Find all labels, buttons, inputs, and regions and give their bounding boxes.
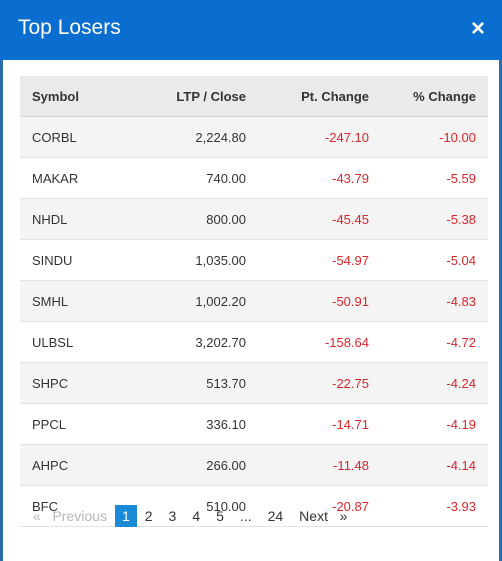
page-button-4[interactable]: 4	[192, 508, 201, 524]
pct-change-cell: -5.59	[370, 157, 488, 199]
ltp-cell: 336.10	[143, 403, 246, 445]
table-row[interactable]: PPCL 336.10 -14.71 -4.19	[20, 403, 488, 445]
pt-change-cell: -158.64	[246, 321, 370, 363]
ltp-cell: 2,224.80	[143, 116, 246, 158]
pct-change-cell: -3.93	[370, 485, 488, 527]
column-header-pct-change[interactable]: % Change	[370, 76, 488, 117]
pct-change-cell: -4.19	[370, 403, 488, 445]
losers-table: Symbol LTP / Close Pt. Change % Change C…	[20, 76, 488, 527]
next-page-button[interactable]: Next »	[291, 505, 355, 527]
pt-change-cell: -247.10	[246, 116, 370, 158]
table-row[interactable]: MAKAR 740.00 -43.79 -5.59	[20, 157, 488, 199]
table-row[interactable]: BFC 510.00 -20.87 -3.93	[20, 485, 488, 527]
symbol-cell[interactable]: NHDL	[20, 198, 143, 240]
pagination-ellipsis: ...	[239, 508, 252, 524]
pt-change-cell: -50.91	[246, 280, 370, 322]
column-header-symbol[interactable]: Symbol	[20, 76, 143, 117]
previous-label: Previous	[52, 508, 107, 524]
next-label: Next	[299, 508, 328, 524]
page-button-2[interactable]: 2	[144, 508, 153, 524]
pagination: « Previous 1 2 3 4 5 ... 24 Next »	[25, 505, 355, 527]
table-row[interactable]: NHDL 800.00 -45.45 -5.38	[20, 198, 488, 240]
pt-change-cell: -11.48	[246, 444, 370, 486]
ltp-cell: 266.00	[143, 444, 246, 486]
page-button-5[interactable]: 5	[216, 508, 224, 524]
table-row[interactable]: SHPC 513.70 -22.75 -4.24	[20, 362, 488, 404]
pt-change-cell: -45.45	[246, 198, 370, 240]
table-row[interactable]: SMHL 1,002.20 -50.91 -4.83	[20, 280, 488, 322]
page-button-24[interactable]: 24	[267, 508, 284, 524]
table-header-row: Symbol LTP / Close Pt. Change % Change	[20, 76, 488, 117]
pct-change-cell: -5.38	[370, 198, 488, 240]
modal-header: Top Losers ×	[0, 0, 502, 60]
pt-change-cell: -20.87	[246, 485, 370, 527]
symbol-cell[interactable]: SHPC	[20, 362, 143, 404]
column-header-pt-change[interactable]: Pt. Change	[246, 76, 370, 117]
pct-change-cell: -4.83	[370, 280, 488, 322]
pct-change-cell: -10.00	[370, 116, 488, 158]
ltp-cell: 510.00	[143, 485, 246, 527]
pt-change-cell: -14.71	[246, 403, 370, 445]
ltp-cell: 800.00	[143, 198, 246, 240]
symbol-cell[interactable]: ULBSL	[20, 321, 143, 363]
modal-title: Top Losers	[18, 16, 121, 39]
previous-arrow-icon: «	[33, 508, 41, 524]
pct-change-cell: -4.72	[370, 321, 488, 363]
pct-change-cell: -5.04	[370, 239, 488, 281]
page-button-3[interactable]: 3	[168, 508, 177, 524]
previous-page-button[interactable]: « Previous	[25, 505, 115, 527]
ltp-cell: 1,035.00	[143, 239, 246, 281]
ltp-cell: 1,002.20	[143, 280, 246, 322]
page-button-1[interactable]: 1	[114, 505, 137, 527]
table-row[interactable]: AHPC 266.00 -11.48 -4.14	[20, 444, 488, 486]
losers-table-container: Symbol LTP / Close Pt. Change % Change C…	[20, 76, 488, 527]
symbol-cell[interactable]: SMHL	[20, 280, 143, 322]
symbol-cell[interactable]: AHPC	[20, 444, 143, 486]
ltp-cell: 513.70	[143, 362, 246, 404]
table-row[interactable]: ULBSL 3,202.70 -158.64 -4.72	[20, 321, 488, 363]
close-icon[interactable]: ×	[470, 15, 485, 42]
column-header-ltp[interactable]: LTP / Close	[143, 76, 246, 117]
pt-change-cell: -54.97	[246, 239, 370, 281]
symbol-cell[interactable]: CORBL	[20, 116, 143, 158]
symbol-cell[interactable]: PPCL	[20, 403, 143, 445]
pt-change-cell: -43.79	[246, 157, 370, 199]
table-row[interactable]: SINDU 1,035.00 -54.97 -5.04	[20, 239, 488, 281]
ltp-cell: 3,202.70	[143, 321, 246, 363]
pct-change-cell: -4.14	[370, 444, 488, 486]
pt-change-cell: -22.75	[246, 362, 370, 404]
next-arrow-icon: »	[339, 508, 348, 524]
ltp-cell: 740.00	[143, 157, 246, 199]
symbol-cell[interactable]: MAKAR	[20, 157, 143, 199]
symbol-cell[interactable]: SINDU	[20, 239, 143, 281]
pct-change-cell: -4.24	[370, 362, 488, 404]
table-row[interactable]: CORBL 2,224.80 -247.10 -10.00	[20, 116, 488, 158]
